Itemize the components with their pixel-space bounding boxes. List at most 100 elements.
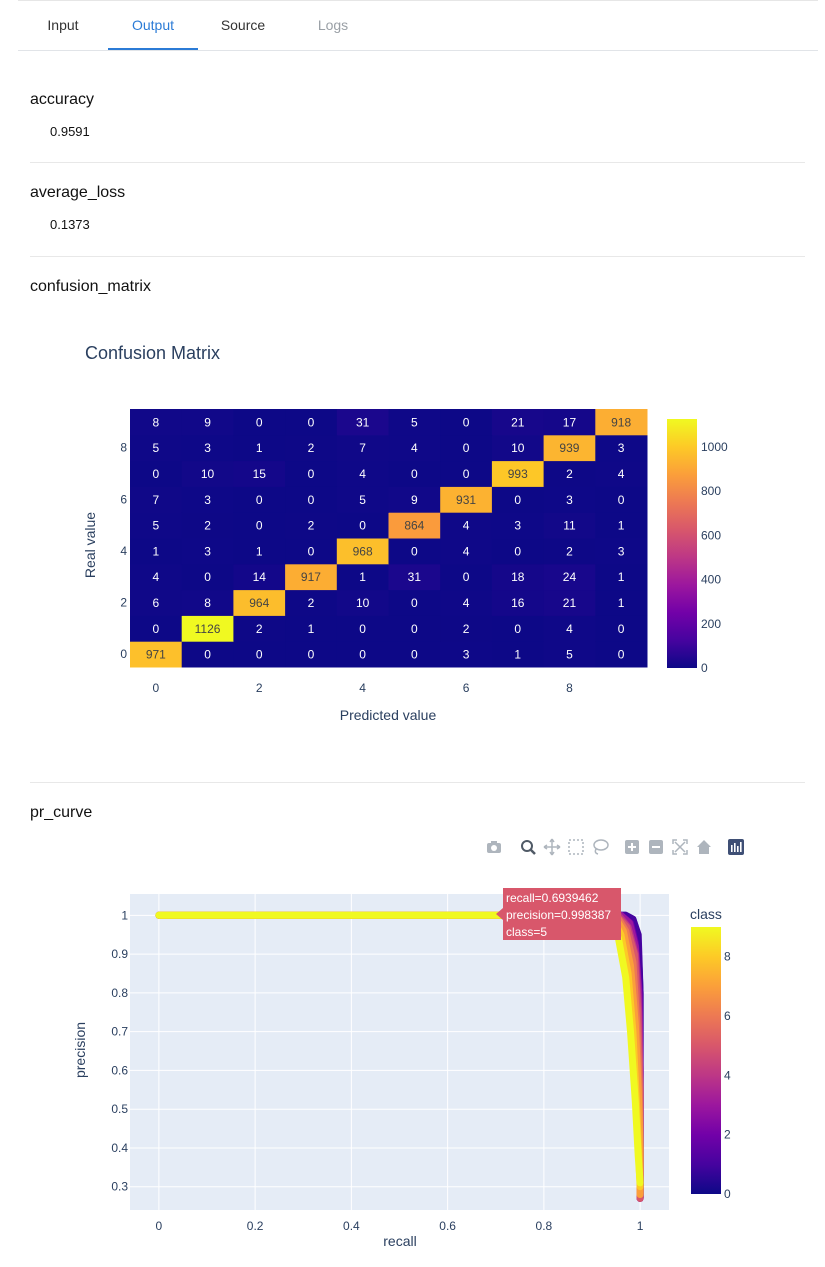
lasso-select-icon[interactable]	[590, 836, 610, 858]
heatmap-cell	[336, 538, 389, 565]
heatmap-cell	[233, 563, 286, 591]
cell-value-label: 0	[514, 544, 521, 558]
heatmap-cell	[388, 434, 441, 462]
cell-value-label: 0	[256, 493, 263, 507]
plotly-logo-icon[interactable]	[726, 836, 746, 858]
zoom-out-icon[interactable]	[646, 836, 666, 858]
zoom-in-icon[interactable]	[622, 836, 642, 858]
confusion-matrix-chart[interactable]: Confusion Matrix 971 0 0 0 0 0 3 1 5 00 1126 2 1 0 0 2 0…	[0, 320, 825, 740]
heatmap-cell	[388, 460, 441, 487]
y-tick-label: 0	[120, 647, 127, 661]
colorbar-tick-label: 1000	[701, 440, 728, 454]
heatmap-cell	[181, 409, 234, 436]
cell-value-label: 0	[153, 467, 160, 481]
tab-source[interactable]: Source	[220, 17, 266, 33]
cell-value-label: 3	[204, 544, 211, 558]
plot-area	[130, 894, 669, 1210]
cell-value-label: 11	[563, 519, 576, 533]
heatmap-cell	[543, 486, 596, 513]
cell-value-label: 4	[153, 570, 160, 584]
cell-value-label: 4	[463, 544, 470, 558]
heatmap-cell	[388, 589, 441, 616]
pan-icon[interactable]	[542, 836, 562, 858]
cell-value-label: 8	[204, 596, 211, 610]
heatmap-cell	[595, 538, 648, 565]
cell-value-label: 3	[514, 519, 521, 533]
cell-value-label: 2	[308, 519, 315, 533]
heatmap-cell	[130, 512, 183, 539]
y-tick-label: 0.7	[111, 1025, 128, 1039]
colorbar	[691, 927, 721, 1194]
cell-value-label: 0	[359, 648, 366, 662]
x-tick-label: 8	[566, 681, 573, 695]
x-tick-label: 0.8	[536, 1219, 553, 1233]
cell-value-label: 8	[153, 415, 160, 429]
confusion-matrix-title: confusion_matrix	[30, 278, 151, 295]
cell-value-label: 939	[559, 441, 579, 455]
autoscale-icon[interactable]	[670, 836, 690, 858]
accuracy-value: 0.9591	[50, 124, 90, 139]
y-tick-label: 0.3	[111, 1180, 128, 1194]
reset-axes-icon[interactable]	[694, 836, 714, 858]
cell-value-label: 5	[153, 441, 160, 455]
heatmap-cell	[181, 512, 234, 539]
heatmap-cell	[130, 486, 183, 513]
heatmap-cell	[440, 538, 493, 565]
heatmap-cell	[595, 589, 648, 616]
tooltip-precision: precision=0.998387	[506, 908, 611, 922]
cell-value-label: 864	[404, 519, 424, 533]
cell-value-label: 0	[204, 648, 211, 662]
x-tick-label: 0	[156, 1219, 163, 1233]
camera-icon[interactable]	[484, 836, 504, 858]
cell-value-label: 1126	[195, 622, 221, 636]
cell-value-label: 3	[566, 493, 573, 507]
heatmap-cell	[181, 434, 234, 462]
divider	[30, 256, 805, 257]
heatmap-cell	[440, 486, 493, 513]
cell-value-label: 10	[511, 441, 525, 455]
heatmap-cell	[233, 589, 286, 616]
cell-value-label: 7	[153, 493, 160, 507]
y-tick-label: 4	[120, 544, 127, 558]
x-tick-label: 6	[463, 681, 470, 695]
colorbar-tick-label: 200	[701, 617, 721, 631]
cell-value-label: 2	[566, 467, 573, 481]
y-axis-label: precision	[72, 1022, 88, 1078]
cell-value-label: 24	[563, 570, 577, 584]
heatmap-cell	[130, 434, 183, 462]
colorbar-tick-label: 800	[701, 484, 721, 498]
cell-value-label: 0	[514, 493, 521, 507]
heatmap-cell	[233, 615, 286, 642]
colorbar-title: class	[690, 906, 722, 922]
tab-logs[interactable]: Logs	[317, 17, 349, 33]
cell-value-label: 4	[411, 441, 418, 455]
pr-curve-chart[interactable]: 0 0.2 0.4 0.6 0.8 1 0.3 0.4 0.5 0.6 0.7 0.8 0.9 1 pr…	[0, 870, 825, 1260]
heatmap-cell	[285, 563, 338, 591]
cell-value-label: 917	[301, 570, 321, 584]
heatmap-cell	[543, 460, 596, 487]
heatmap-cell	[440, 615, 493, 642]
cell-value-label: 971	[146, 648, 166, 662]
y-tick-label: 0.5	[111, 1102, 128, 1116]
tab-input[interactable]: Input	[47, 17, 79, 33]
heatmap-cell	[336, 486, 389, 513]
heatmap-cell	[336, 460, 389, 487]
tooltip-recall: recall=0.6939462	[506, 891, 599, 905]
cell-value-label: 21	[563, 596, 577, 610]
x-tick-label: 0.4	[343, 1219, 360, 1233]
heatmap-cell	[285, 486, 338, 513]
box-select-icon[interactable]	[566, 836, 586, 858]
cell-value-label: 15	[253, 467, 267, 481]
cell-value-label: 0	[359, 519, 366, 533]
cell-value-label: 0	[359, 622, 366, 636]
cell-value-label: 0	[618, 622, 625, 636]
cell-value-label: 1	[153, 544, 160, 558]
colorbar-tick-label: 6	[724, 1009, 731, 1023]
heatmap-cell	[491, 512, 545, 539]
zoom-icon[interactable]	[518, 836, 538, 858]
heatmap-cell	[543, 615, 596, 642]
heatmap-cell	[336, 563, 389, 591]
tab-output[interactable]: Output	[108, 1, 198, 50]
heatmap-cell	[440, 460, 493, 487]
cell-value-label: 31	[408, 570, 422, 584]
